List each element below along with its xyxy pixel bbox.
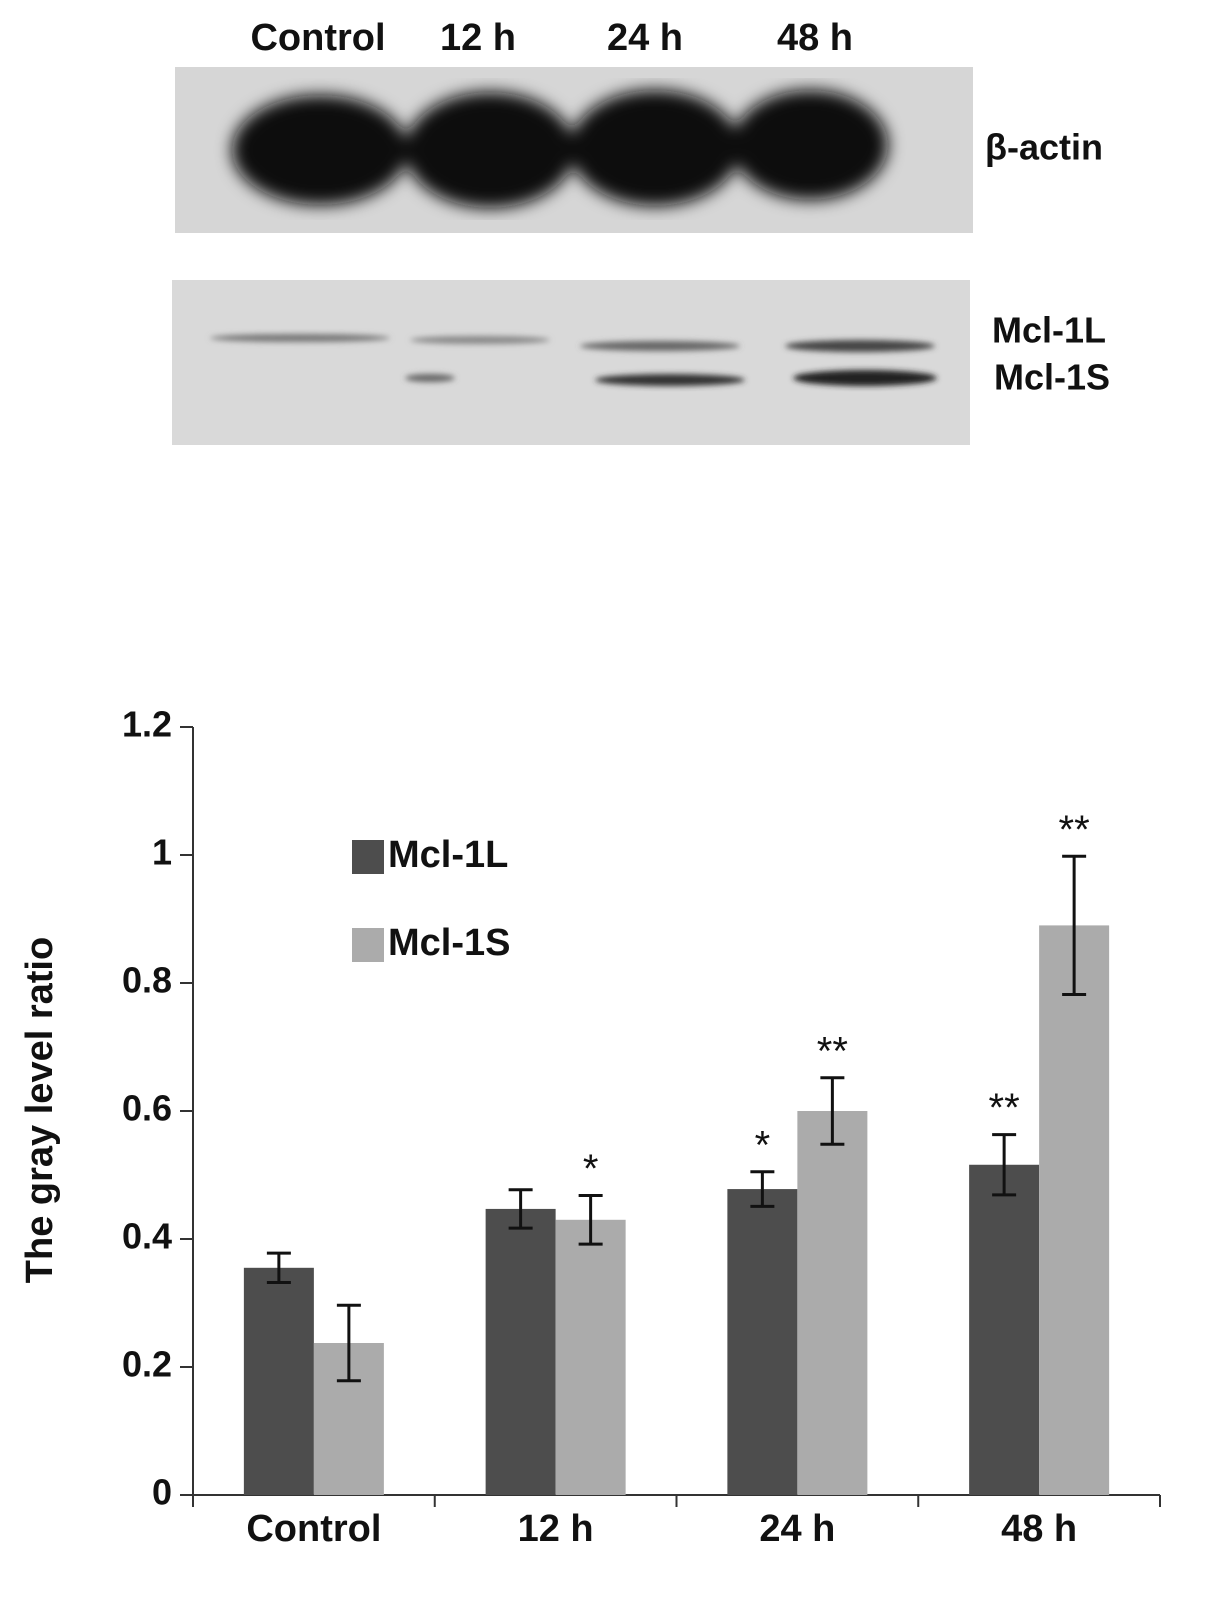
significance: ** [989, 1086, 1020, 1130]
y-tick-label: 0.2 [122, 1344, 172, 1385]
bar [555, 1219, 626, 1495]
bar [969, 1164, 1040, 1495]
y-tick-label: 0.8 [122, 960, 172, 1001]
y-tick-label: 0.6 [122, 1088, 172, 1129]
lane-label: Control [250, 17, 385, 59]
bar [1039, 925, 1110, 1495]
legend-label: Mcl-1L [388, 834, 508, 876]
x-tick-label: 12 h [518, 1508, 594, 1550]
blot: Control 12 h 24 h 48 h β-actin Mcl-1L Mc… [172, 17, 1110, 445]
band-label: β-actin [985, 127, 1103, 168]
band-label: Mcl-1L [992, 310, 1106, 351]
significance: ** [1059, 808, 1090, 852]
blot-panel [172, 280, 970, 445]
bar [243, 1267, 314, 1495]
x-tick-label: 48 h [1001, 1508, 1077, 1550]
lane-label: 12 h [440, 17, 516, 59]
bar [727, 1189, 798, 1495]
legend-swatch [352, 928, 384, 962]
lane-label: 24 h [607, 17, 683, 59]
x-tick-label: Control [246, 1508, 381, 1550]
bar [797, 1111, 868, 1495]
actin-bands [232, 90, 888, 208]
mcl-bands [210, 334, 937, 386]
significance: ** [817, 1029, 848, 1073]
y-tick-label: 0 [152, 1472, 172, 1513]
significance: * [583, 1147, 599, 1191]
legend-label: Mcl-1S [388, 922, 510, 964]
y-tick-label: 1.2 [122, 704, 172, 745]
bar [485, 1208, 556, 1495]
y-tick-label: 0.4 [122, 1216, 172, 1257]
band-label: Mcl-1S [994, 357, 1110, 398]
x-tick-label: 24 h [759, 1508, 835, 1550]
y-axis-title: The gray level ratio [19, 937, 61, 1283]
lane-label: 48 h [777, 17, 853, 59]
y-tick-label: 1 [152, 832, 172, 873]
significance: * [755, 1123, 771, 1167]
legend-swatch [352, 840, 384, 874]
